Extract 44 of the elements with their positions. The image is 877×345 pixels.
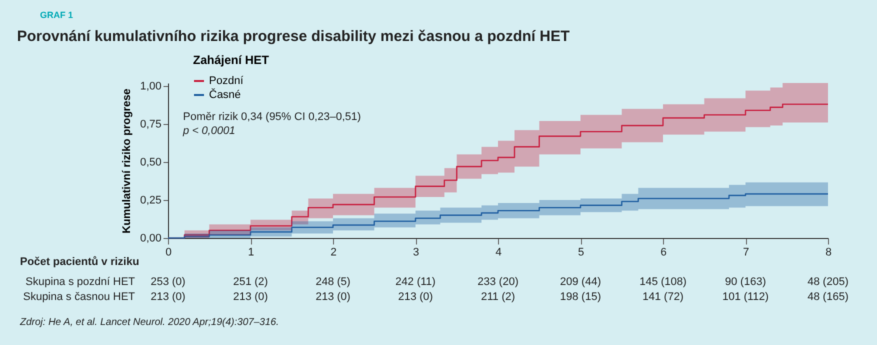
annotation: p < 0,0001	[182, 125, 236, 137]
text: 253 (0)	[150, 276, 186, 288]
text: 145 (108)	[639, 276, 687, 288]
text: 48 (165)	[808, 291, 848, 303]
text: Skupina s časnou HET	[23, 291, 136, 303]
legend-title: Zahájení HET	[193, 53, 270, 67]
y-tick-label: 0,25	[140, 194, 162, 207]
text: 242 (11)	[395, 276, 436, 288]
text: 251 (2)	[233, 276, 268, 288]
y-tick-label: 1,00	[140, 80, 162, 93]
legend-label: Pozdní	[209, 75, 244, 87]
text: GRAF 1	[40, 10, 74, 20]
text: Počet pacientů v riziku	[20, 256, 140, 268]
x-tick-label: 5	[578, 246, 584, 258]
y-tick-label: 0,75	[140, 118, 162, 131]
x-tick-label: 3	[412, 246, 420, 258]
chart-title: Porovnání kumulativního rizika progrese disability mezi časnou a pozdní HET	[17, 28, 570, 45]
text: 48 (205)	[808, 276, 848, 288]
text: 213 (0)	[398, 291, 433, 303]
x-tick-label: 6	[660, 246, 667, 258]
x-tick-label: 1	[248, 246, 254, 258]
text: 213 (0)	[233, 291, 268, 303]
text: 213 (0)	[150, 291, 186, 303]
x-tick-label: 4	[495, 246, 502, 258]
text: 209 (44)	[560, 276, 601, 288]
text: 248 (5)	[316, 276, 350, 288]
text: 211 (2)	[480, 291, 516, 303]
x-tick-label: 7	[742, 246, 750, 258]
x-tick-label: 2	[330, 246, 337, 258]
text: 233 (20)	[478, 276, 518, 288]
text: 101 (112)	[722, 291, 769, 303]
y-axis-title: Kumulativní riziko progrese	[121, 88, 134, 234]
text: 198 (15)	[560, 291, 601, 303]
text: 213 (0)	[316, 291, 350, 303]
y-tick-label: 0,50	[140, 156, 162, 169]
text: 90 (163)	[725, 276, 766, 288]
x-tick-label: 8	[825, 246, 832, 258]
text: Zdroj: He A, et al. Lancet Neurol. 2020 Apr;19(4):307–316.	[19, 317, 279, 328]
legend-label: Časné	[209, 88, 241, 101]
text: Skupina s pozdní HET	[26, 276, 136, 288]
y-tick-label: 0,00	[140, 232, 162, 244]
annotation: Poměr rizik 0,34 (95% CI 0,23–0,51)	[183, 111, 361, 123]
x-tick-label: 0	[165, 246, 172, 258]
text: 141 (72)	[642, 291, 684, 303]
